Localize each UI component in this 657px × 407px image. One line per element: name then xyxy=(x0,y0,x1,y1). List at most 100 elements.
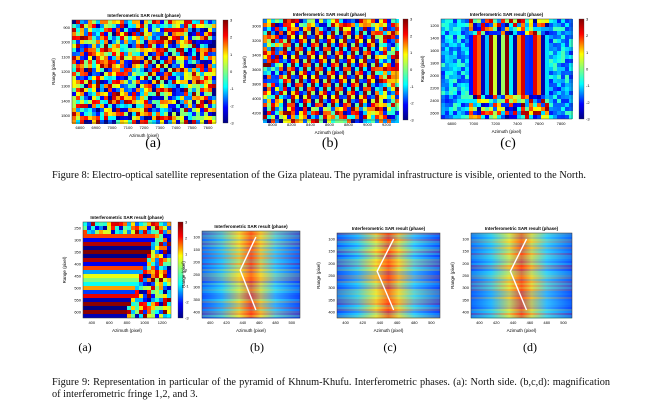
pixel xyxy=(196,48,200,52)
streak xyxy=(337,273,440,275)
pixel xyxy=(96,36,100,40)
pixel xyxy=(453,47,457,51)
pixel xyxy=(561,27,565,31)
y-tick-label: 900 xyxy=(63,25,70,30)
pixel xyxy=(152,20,156,24)
pixel xyxy=(383,59,387,63)
pixel xyxy=(267,35,271,39)
pixel xyxy=(457,63,461,67)
pixel xyxy=(363,79,367,83)
pixel xyxy=(139,222,143,226)
pixel xyxy=(115,278,119,282)
streak xyxy=(202,307,300,309)
pixel xyxy=(92,44,96,48)
pixel xyxy=(441,27,445,31)
pixel xyxy=(124,60,128,64)
pixel xyxy=(549,71,553,75)
pixel xyxy=(465,79,469,83)
pixel xyxy=(533,55,537,59)
pixel xyxy=(311,67,315,71)
pixel xyxy=(347,27,351,31)
pixel xyxy=(549,79,553,83)
streak xyxy=(471,285,572,287)
pixel xyxy=(481,63,485,67)
pixel xyxy=(107,262,111,266)
streak xyxy=(202,279,300,281)
pixel xyxy=(387,51,391,55)
x-tick-label: 460 xyxy=(394,320,401,325)
x-tick-label: 440 xyxy=(377,320,384,325)
pixel xyxy=(445,87,449,91)
pixel xyxy=(453,27,457,31)
pixel xyxy=(453,71,457,75)
pixel xyxy=(108,112,112,116)
pixel xyxy=(267,75,271,79)
pixel xyxy=(529,111,533,115)
pixel xyxy=(95,282,99,286)
pixel xyxy=(315,119,319,123)
pixel xyxy=(103,234,107,238)
pixel xyxy=(565,67,569,71)
pixel xyxy=(363,55,367,59)
pixel xyxy=(84,48,88,52)
pixel xyxy=(100,60,104,64)
pixel xyxy=(283,67,287,71)
pixel xyxy=(263,115,267,119)
pixel xyxy=(112,40,116,44)
pixel xyxy=(371,71,375,75)
pixel xyxy=(473,27,477,31)
pixel xyxy=(359,75,363,79)
pixel xyxy=(343,75,347,79)
pixel xyxy=(505,107,509,111)
pixel xyxy=(107,282,111,286)
pixel xyxy=(267,51,271,55)
pixel xyxy=(83,266,87,270)
colorbar-tick-label: 3 xyxy=(230,18,233,23)
pixel xyxy=(323,103,327,107)
pixel xyxy=(127,270,131,274)
pixel xyxy=(303,103,307,107)
pixel xyxy=(180,64,184,68)
pixel xyxy=(541,55,545,59)
pixel xyxy=(371,23,375,27)
pixel xyxy=(445,79,449,83)
pixel xyxy=(136,120,140,124)
pixel xyxy=(473,95,477,99)
pixel xyxy=(76,72,80,76)
pixel xyxy=(212,76,216,80)
pixel xyxy=(485,83,489,87)
pixel xyxy=(180,40,184,44)
pixel xyxy=(92,116,96,120)
pixel xyxy=(263,63,267,67)
pixel xyxy=(359,103,363,107)
pixel xyxy=(96,60,100,64)
pixel xyxy=(200,28,204,32)
pixel xyxy=(557,107,561,111)
pixel xyxy=(461,95,465,99)
pixel xyxy=(172,32,176,36)
pixel xyxy=(513,111,517,115)
pixel xyxy=(115,254,119,258)
pixel xyxy=(295,79,299,83)
pixel xyxy=(88,112,92,116)
pixel xyxy=(513,67,517,71)
colorbar-tick-label: 2 xyxy=(230,35,233,40)
pixel xyxy=(88,120,92,124)
pixel xyxy=(371,99,375,103)
pixel xyxy=(196,76,200,80)
pixel xyxy=(120,100,124,104)
pixel xyxy=(132,28,136,32)
pixel xyxy=(115,314,119,318)
pixel xyxy=(275,27,279,31)
pixel xyxy=(343,19,347,23)
pixel xyxy=(124,32,128,36)
pixel xyxy=(108,120,112,124)
pixel xyxy=(481,43,485,47)
pixel xyxy=(279,31,283,35)
pixel xyxy=(83,242,87,246)
pixel xyxy=(88,64,92,68)
pixel xyxy=(521,23,525,27)
pixel xyxy=(383,71,387,75)
pixel xyxy=(159,266,163,270)
